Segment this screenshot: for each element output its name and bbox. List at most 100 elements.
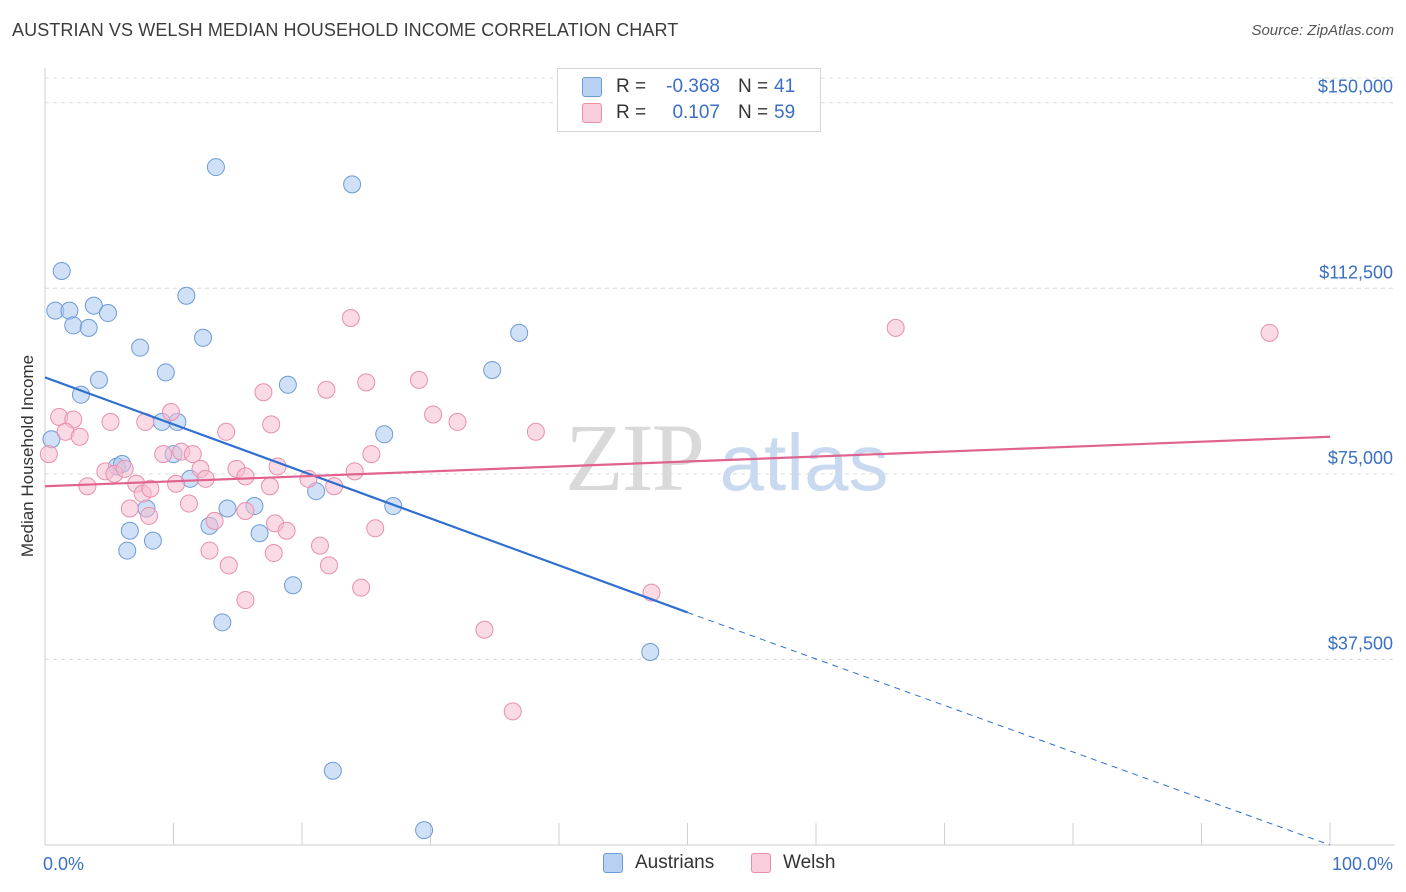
welsh-point: [366, 519, 385, 538]
y-tick-label: $112,500: [1319, 262, 1393, 282]
austrian-point: [510, 323, 529, 342]
watermark-zip: ZIP: [565, 404, 703, 511]
welsh-point: [357, 373, 376, 392]
welsh-point: [1260, 323, 1279, 342]
welsh-swatch: [582, 103, 602, 123]
legend-item-austrians[interactable]: Austrians: [603, 852, 714, 874]
grid-layer: [45, 77, 1395, 660]
welsh-n-label: N =: [738, 102, 769, 123]
welsh-point: [310, 536, 329, 555]
austrians-legend-label: Austrians: [635, 852, 715, 873]
austrian-point: [84, 296, 103, 315]
y-axis-label: Median Household Income: [18, 354, 37, 558]
austrians-swatch: [582, 77, 602, 97]
welsh-point: [101, 412, 120, 431]
series-legend: Austrians Welsh: [0, 852, 1406, 876]
welsh-point: [161, 403, 180, 422]
welsh-trendline: [44, 435, 1331, 488]
y-tick-label: $37,500: [1328, 633, 1393, 653]
welsh-point: [262, 415, 281, 434]
welsh-point: [345, 462, 364, 481]
x-tick-label-min: 0.0%: [43, 854, 84, 874]
welsh-point: [341, 308, 360, 327]
welsh-point: [183, 445, 202, 464]
austrian-point: [79, 318, 98, 337]
austrian-point: [64, 316, 83, 335]
welsh-point: [277, 521, 296, 540]
welsh-point: [78, 477, 97, 496]
welsh-r-value: 0.107: [672, 102, 720, 123]
welsh-point: [254, 383, 273, 402]
welsh-point: [200, 541, 219, 560]
austrian-point: [483, 360, 502, 379]
welsh-point: [236, 591, 255, 610]
welsh-point: [154, 445, 173, 464]
welsh-point: [319, 556, 338, 575]
correlation-legend: R = -0.368 N = 41 R = 0.107 N = 59: [557, 68, 821, 132]
austrian-point: [89, 370, 108, 389]
austrians-trendline: [44, 376, 688, 614]
austrians-trendline-extension: [687, 611, 1331, 846]
austrian-point: [98, 304, 117, 323]
legend-item-welsh[interactable]: Welsh: [751, 852, 835, 874]
welsh-point: [264, 544, 283, 563]
welsh-point: [526, 422, 545, 441]
welsh-point: [236, 467, 255, 486]
welsh-point: [140, 506, 159, 525]
trend-layer: [44, 376, 1331, 846]
welsh-point: [141, 479, 160, 498]
watermark: ZIP atlas: [565, 404, 888, 511]
welsh-point: [217, 422, 236, 441]
welsh-point: [448, 412, 467, 431]
austrian-point: [120, 521, 139, 540]
austrian-point: [218, 499, 237, 518]
welsh-point: [424, 405, 443, 424]
x-tick-label-max: 100.0%: [1332, 854, 1393, 874]
austrian-point: [60, 301, 79, 320]
welsh-point: [205, 511, 224, 530]
welsh-point: [219, 556, 238, 575]
welsh-point: [886, 318, 905, 337]
austrian-point: [143, 531, 162, 550]
austrian-point: [375, 425, 394, 444]
welsh-point: [115, 459, 134, 478]
watermark-atlas: atlas: [720, 418, 889, 507]
y-tick-label: $75,000: [1328, 448, 1393, 468]
welsh-point: [39, 445, 58, 464]
welsh-point: [317, 380, 336, 399]
welsh-point: [236, 501, 255, 520]
austrian-point: [194, 328, 213, 347]
welsh-legend-label: Welsh: [783, 852, 836, 873]
welsh-legend-swatch: [751, 853, 771, 873]
welsh-r-label: R =: [616, 102, 647, 123]
austrian-point: [284, 576, 303, 595]
austrians-r-label: R =: [616, 76, 647, 97]
austrian-point: [206, 158, 225, 177]
source-label: Source: ZipAtlas.com: [1251, 22, 1394, 39]
legend-row-welsh: R = 0.107 N = 59: [582, 101, 795, 125]
welsh-point: [352, 578, 371, 597]
welsh-point: [179, 494, 198, 513]
austrian-point: [250, 524, 269, 543]
chart-title: AUSTRIAN VS WELSH MEDIAN HOUSEHOLD INCOM…: [12, 20, 679, 40]
legend-row-austrians: R = -0.368 N = 41: [582, 75, 795, 99]
austrians-legend-swatch: [603, 853, 623, 873]
points-layer: [39, 158, 1279, 840]
welsh-point: [362, 445, 381, 464]
austrian-point: [323, 761, 342, 780]
austrian-point: [384, 497, 403, 516]
austrian-point: [118, 541, 137, 560]
austrian-point: [641, 643, 660, 662]
ticklabel-layer: $37,500 $75,000 $112,500 $150,000 0.0% 100.0%: [43, 77, 1393, 874]
austrian-point: [278, 375, 297, 394]
welsh-n-value: 59: [774, 102, 796, 123]
welsh-point: [120, 499, 139, 518]
y-tick-label: $150,000: [1318, 77, 1393, 97]
austrian-point: [415, 821, 434, 840]
austrians-r-value: -0.368: [666, 76, 720, 97]
welsh-point: [70, 427, 89, 446]
austrian-point: [52, 261, 71, 280]
austrian-point: [213, 613, 232, 632]
welsh-point: [260, 477, 279, 496]
